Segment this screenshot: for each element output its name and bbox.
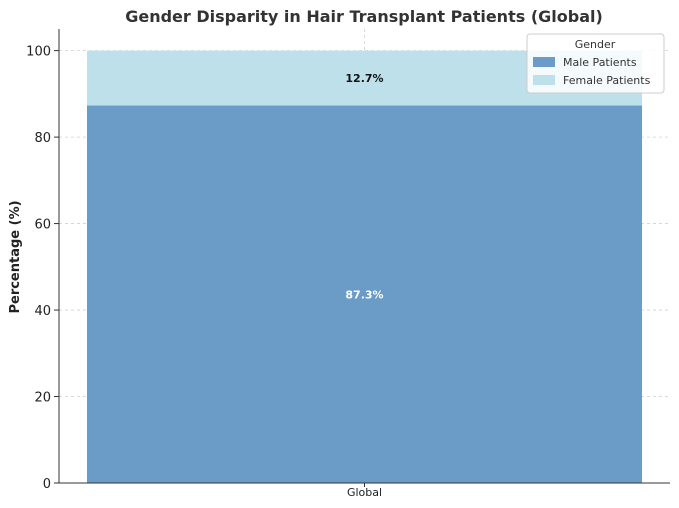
data-label-female-patients: 12.7% <box>345 72 383 85</box>
x-tick-label: Global <box>347 486 382 499</box>
legend-title: Gender <box>575 38 616 51</box>
axes <box>54 29 670 487</box>
legend-swatch-male-patients <box>533 57 555 67</box>
data-labels: 87.3% 12.7% <box>345 72 383 301</box>
y-tick-label: 40 <box>34 304 51 319</box>
legend-swatch-female-patients <box>533 75 555 85</box>
bar-segment-male-patients <box>87 105 642 483</box>
y-tick-label: 60 <box>34 218 51 233</box>
data-label-male-patients: 87.3% <box>345 288 383 301</box>
y-axis-label: Percentage (%) <box>8 200 23 313</box>
bars <box>87 50 642 483</box>
legend-box <box>526 33 665 94</box>
y-tick-label: 0 <box>43 477 51 492</box>
legend-label-male-patients: Male Patients <box>563 56 637 69</box>
tick-labels: 0 20 40 60 80 100 Global <box>26 45 382 499</box>
y-tick-label: 100 <box>26 45 51 60</box>
y-tick-label: 80 <box>34 131 51 146</box>
legend-label-female-patients: Female Patients <box>563 74 651 87</box>
y-tick-label: 20 <box>34 391 51 406</box>
legend: Gender Male Patients Female Patients <box>526 33 665 94</box>
chart-title: Gender Disparity in Hair Transplant Pati… <box>125 7 603 26</box>
